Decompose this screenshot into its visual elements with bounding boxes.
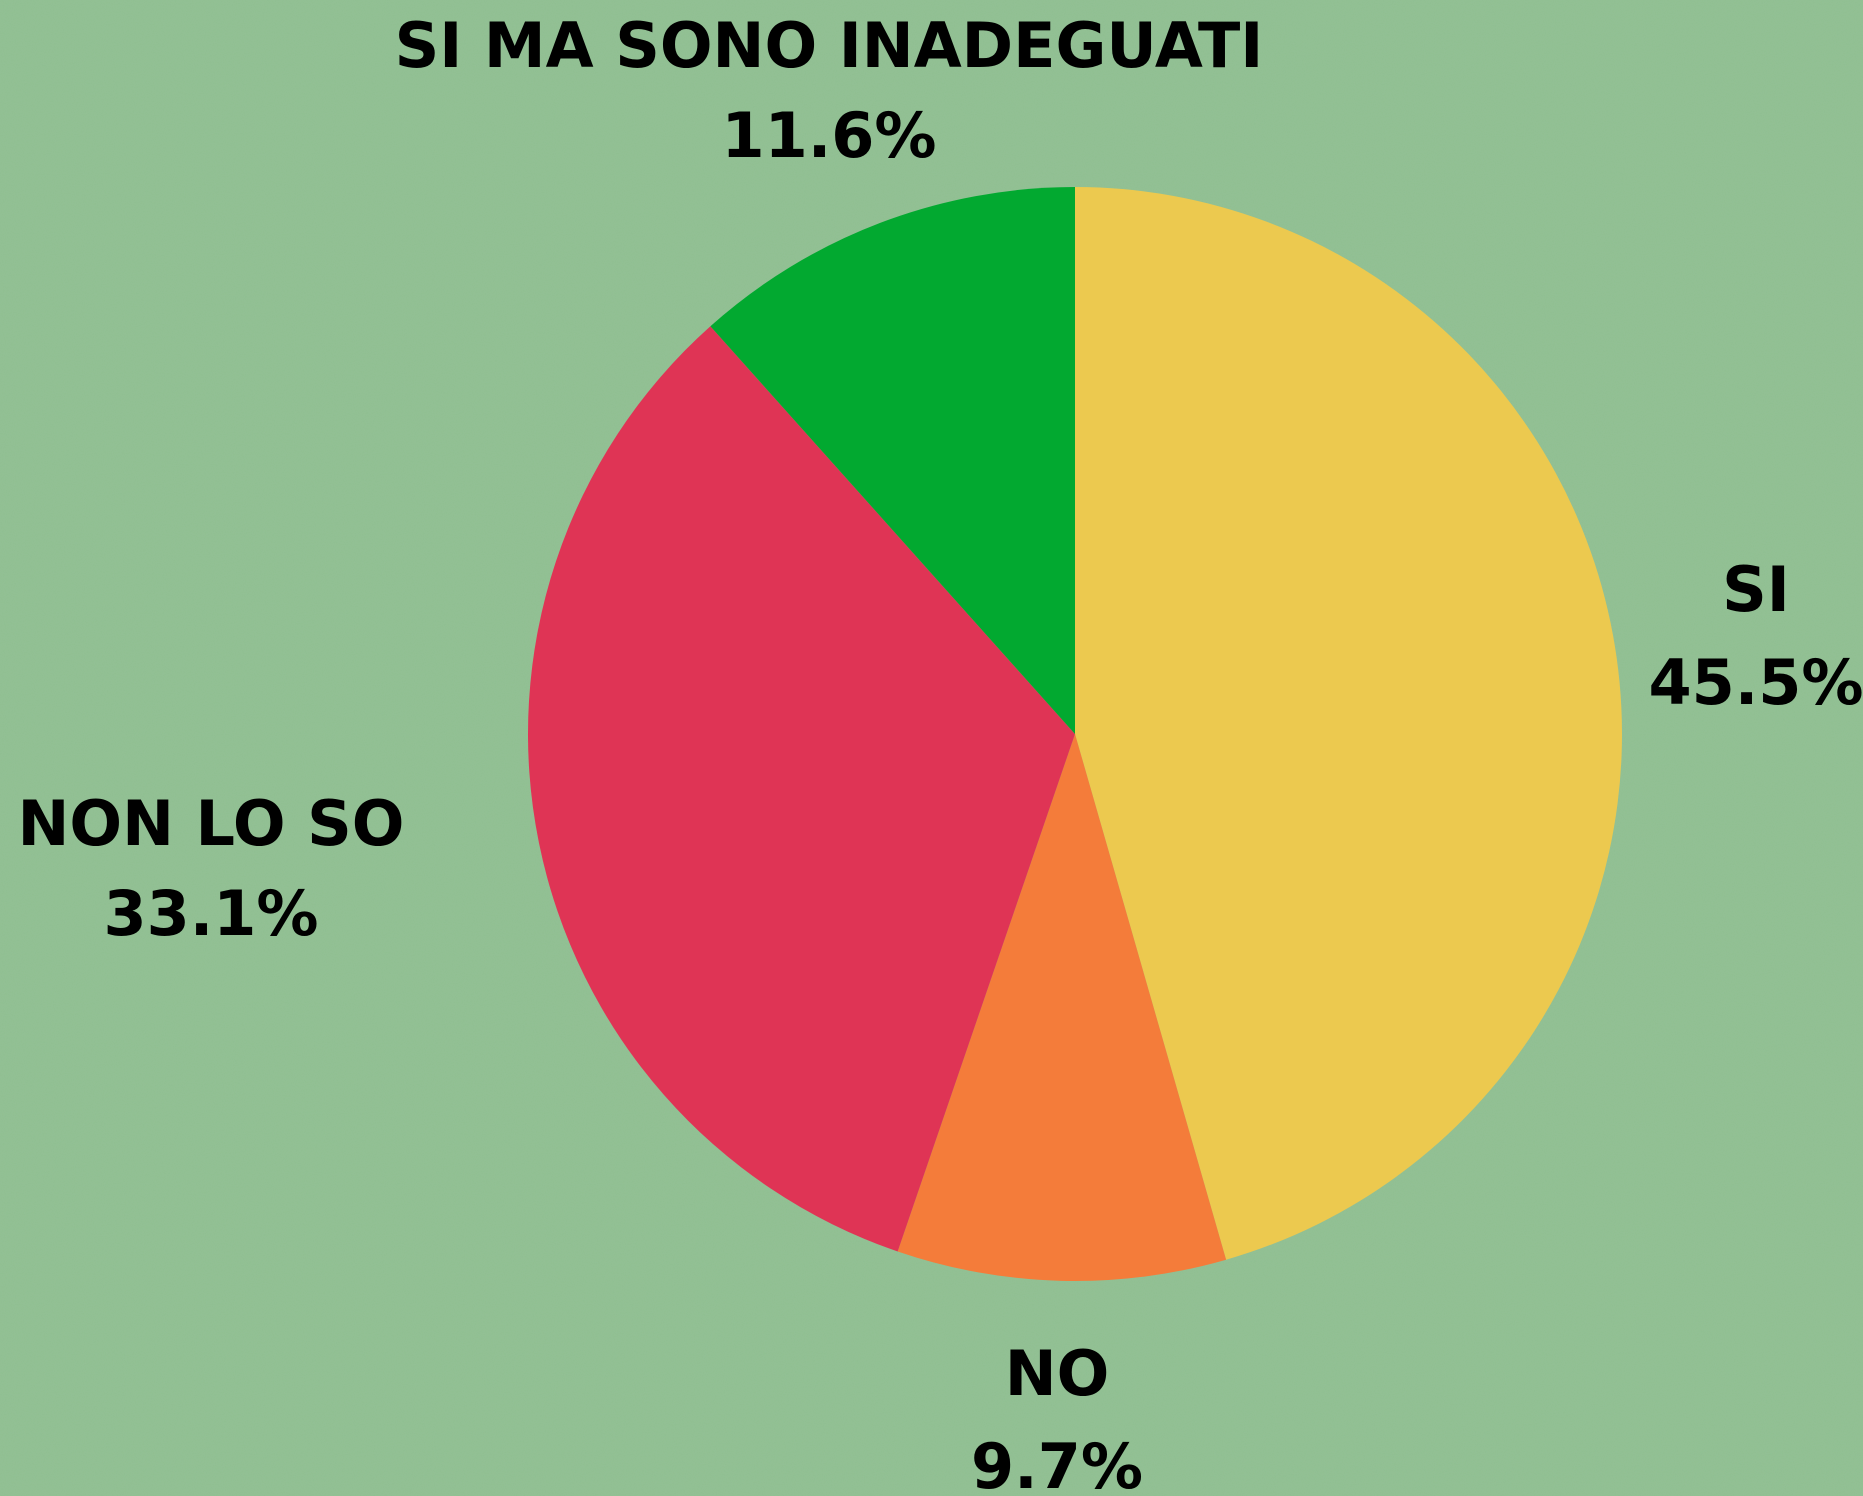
pie-slice [527,326,1075,1252]
slice-label: SI [1722,553,1790,626]
slice-label: SI MA SONO INADEGUATI [395,9,1264,82]
slice-value-label: 33.1% [103,877,318,950]
slice-value-label: 45.5% [1648,646,1863,719]
pie-slice [1075,187,1623,1260]
slice-label: NON LO SO [17,787,404,860]
slice-label: NO [1005,1337,1110,1410]
pie-slice [897,734,1227,1282]
pie-slice [710,187,1075,734]
slice-value-label: 11.6% [721,99,936,172]
slice-value-label: 9.7% [971,1430,1143,1496]
